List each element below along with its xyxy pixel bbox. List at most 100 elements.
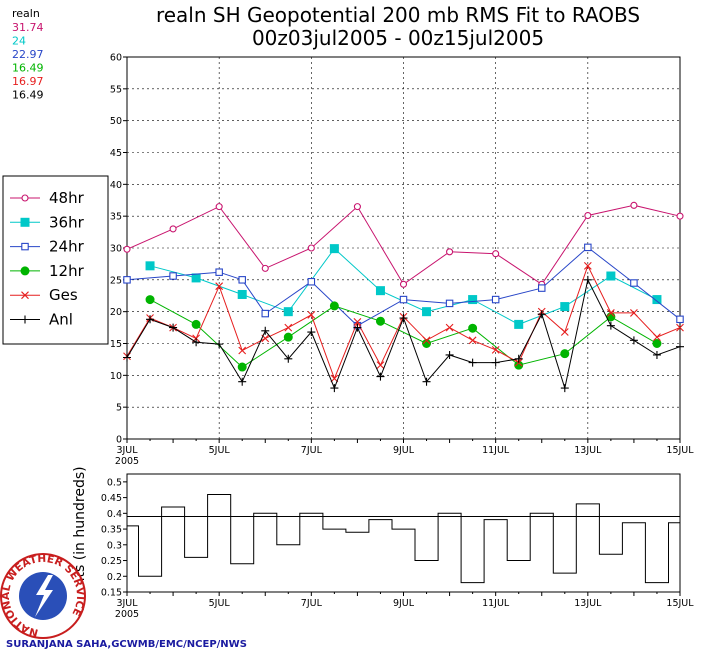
- x-tick-label: 9JUL: [393, 445, 415, 456]
- count-x-tick-label: 15JUL: [666, 598, 694, 609]
- point-24hr: [261, 309, 269, 318]
- point-48hr: [399, 280, 408, 288]
- point-36hr: [191, 273, 201, 283]
- point-36hr: [514, 319, 524, 329]
- point-12hr: [283, 332, 293, 342]
- point-36hr: [422, 307, 432, 317]
- x-tick-label: 11JUL: [482, 445, 510, 456]
- series-mean-value: 24: [12, 35, 26, 48]
- y-tick-label: 50: [110, 116, 122, 127]
- count-y-tick-label: 0.4: [107, 509, 122, 520]
- series-line-24hr: [126, 246, 681, 327]
- point-anl: [468, 358, 477, 367]
- count-y-tick-label: 0.15: [101, 588, 122, 599]
- point-24hr: [445, 299, 454, 308]
- point-36hr: [560, 302, 570, 312]
- point-anl: [652, 350, 661, 359]
- x-tick-sublabel: 2005: [115, 456, 139, 467]
- point-ges: [491, 345, 500, 354]
- count-plot-frame: [126, 473, 681, 593]
- y-tick-label: 20: [110, 307, 122, 318]
- legend-label-ges: Ges: [49, 286, 78, 304]
- point-12hr: [145, 295, 155, 305]
- count-x-tick-label: 3JUL: [116, 598, 138, 609]
- point-24hr: [491, 295, 500, 304]
- nws-logo: NATIONAL WEATHER SERVICE: [0, 553, 86, 639]
- point-anl: [560, 384, 569, 393]
- point-anl: [514, 354, 523, 363]
- count-x-tick-label: 11JUL: [482, 598, 510, 609]
- point-ges: [653, 333, 661, 342]
- y-tick-label: 15: [110, 339, 122, 350]
- point-48hr: [169, 225, 177, 233]
- point-anl: [629, 336, 638, 345]
- point-24hr: [537, 284, 546, 292]
- point-anl: [284, 354, 293, 363]
- point-ges: [376, 361, 385, 370]
- point-ges: [238, 346, 247, 355]
- point-12hr: [422, 339, 432, 348]
- count-x-tick-label: 7JUL: [301, 598, 323, 609]
- point-48hr: [584, 211, 592, 220]
- point-ges: [630, 309, 638, 317]
- y-tick-label: 0: [116, 435, 122, 446]
- point-36hr: [283, 307, 293, 317]
- point-anl: [238, 377, 247, 386]
- count-y-tick-label: 0.35: [101, 525, 122, 536]
- point-24hr: [215, 268, 223, 276]
- y-tick-label: 30: [110, 244, 122, 255]
- point-anl: [215, 340, 224, 349]
- point-12hr: [237, 362, 247, 372]
- count-step-outline: [127, 494, 680, 584]
- point-anl: [606, 321, 615, 330]
- point-48hr: [215, 203, 223, 211]
- legend-marker-24hr: [21, 242, 29, 251]
- point-anl: [307, 328, 316, 337]
- x-tick-label: 13JUL: [574, 445, 602, 456]
- point-24hr: [238, 276, 246, 284]
- count-bars: [127, 494, 680, 584]
- point-anl: [491, 358, 500, 367]
- point-24hr: [399, 295, 408, 304]
- point-anl: [123, 353, 131, 362]
- x-tick-label: 15JUL: [666, 445, 694, 456]
- series-mean-value: 16.97: [12, 75, 44, 88]
- x-tick-label: 3JUL: [116, 445, 138, 456]
- point-48hr: [446, 248, 454, 256]
- point-anl: [169, 323, 178, 332]
- legend-label-48hr: 48hr: [49, 189, 85, 207]
- point-ges: [445, 323, 454, 332]
- x-tick-label: 7JUL: [301, 445, 323, 456]
- point-anl: [376, 372, 385, 381]
- main-grid: [127, 57, 680, 439]
- point-anl: [192, 338, 201, 347]
- point-36hr: [606, 271, 616, 281]
- point-ges: [307, 310, 316, 319]
- point-24hr: [630, 279, 638, 287]
- point-48hr: [307, 244, 315, 252]
- point-ges: [676, 323, 684, 332]
- point-36hr: [237, 289, 247, 299]
- point-12hr: [560, 349, 570, 359]
- credit-line: SURANJANA SAHA,GCWMB/EMC/NCEP/NWS: [6, 639, 247, 650]
- point-ges: [606, 309, 615, 317]
- point-36hr: [329, 244, 339, 254]
- chart-subtitle: 00z03jul2005 - 00z15jul2005: [252, 26, 544, 50]
- point-anl: [537, 310, 546, 319]
- legend: 48hr 36hr 24hr 12hr Ges Anl: [10, 189, 85, 329]
- y-tick-label: 10: [110, 371, 122, 382]
- count-x-tick-label: 9JUL: [393, 598, 415, 609]
- point-anl: [146, 315, 155, 324]
- point-ges: [583, 261, 592, 270]
- point-anl: [330, 384, 339, 393]
- point-48hr: [353, 203, 361, 211]
- point-24hr: [307, 277, 316, 286]
- point-24hr: [584, 243, 592, 252]
- point-anl: [399, 314, 408, 323]
- point-ges: [284, 323, 293, 332]
- point-anl: [583, 275, 592, 284]
- y-tick-label: 25: [110, 275, 122, 286]
